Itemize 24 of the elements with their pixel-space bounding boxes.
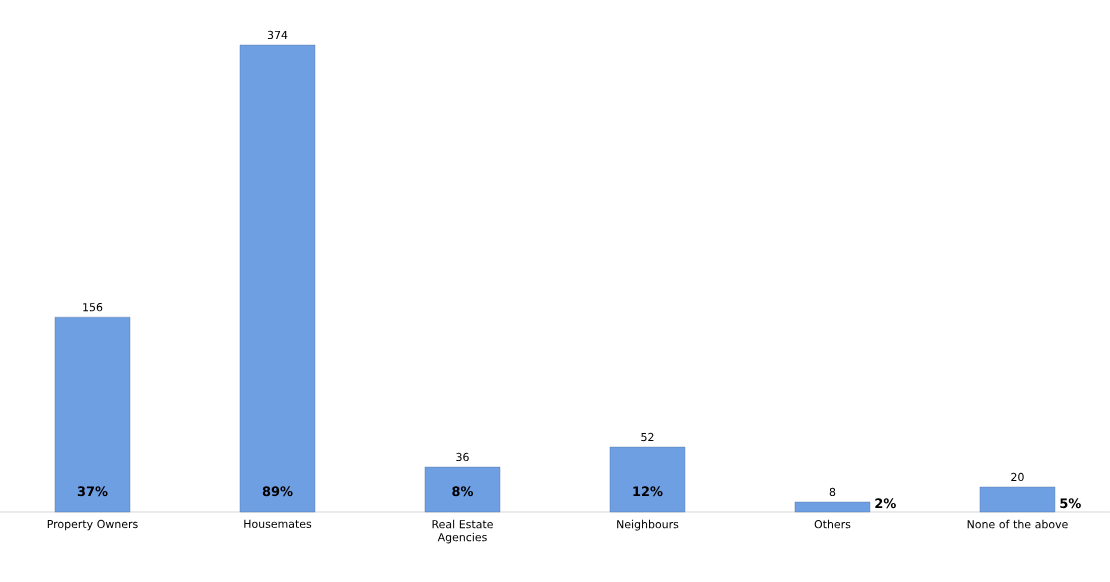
- annotation: 37%: [77, 486, 108, 497]
- x-tick-label: Property Owners: [47, 519, 138, 531]
- data-label: 156: [83, 303, 103, 312]
- x-tick-label: Neighbours: [617, 519, 679, 531]
- bar: [609, 446, 686, 513]
- bar: [424, 466, 501, 513]
- data-label: 8: [829, 487, 836, 497]
- x-tick-label: Housemates: [244, 519, 312, 528]
- annotation: 2%: [875, 498, 896, 509]
- bar: [239, 44, 316, 513]
- bar: [54, 317, 131, 513]
- annotation: 12%: [633, 486, 663, 497]
- data-label: 20: [1011, 472, 1024, 482]
- x-tick-label: None of the above: [967, 519, 1068, 529]
- data-label: 374: [267, 30, 288, 40]
- annotation: 8%: [452, 486, 474, 497]
- x-tick-label: Others: [814, 519, 851, 529]
- x-tick-label: Real Estate Agencies: [432, 519, 493, 544]
- annotation: 89%: [262, 486, 293, 497]
- bar: [979, 486, 1056, 513]
- data-label: 36: [456, 452, 469, 462]
- annotation: 5%: [1060, 498, 1081, 509]
- bar: [794, 501, 871, 513]
- data-label: 52: [641, 432, 654, 442]
